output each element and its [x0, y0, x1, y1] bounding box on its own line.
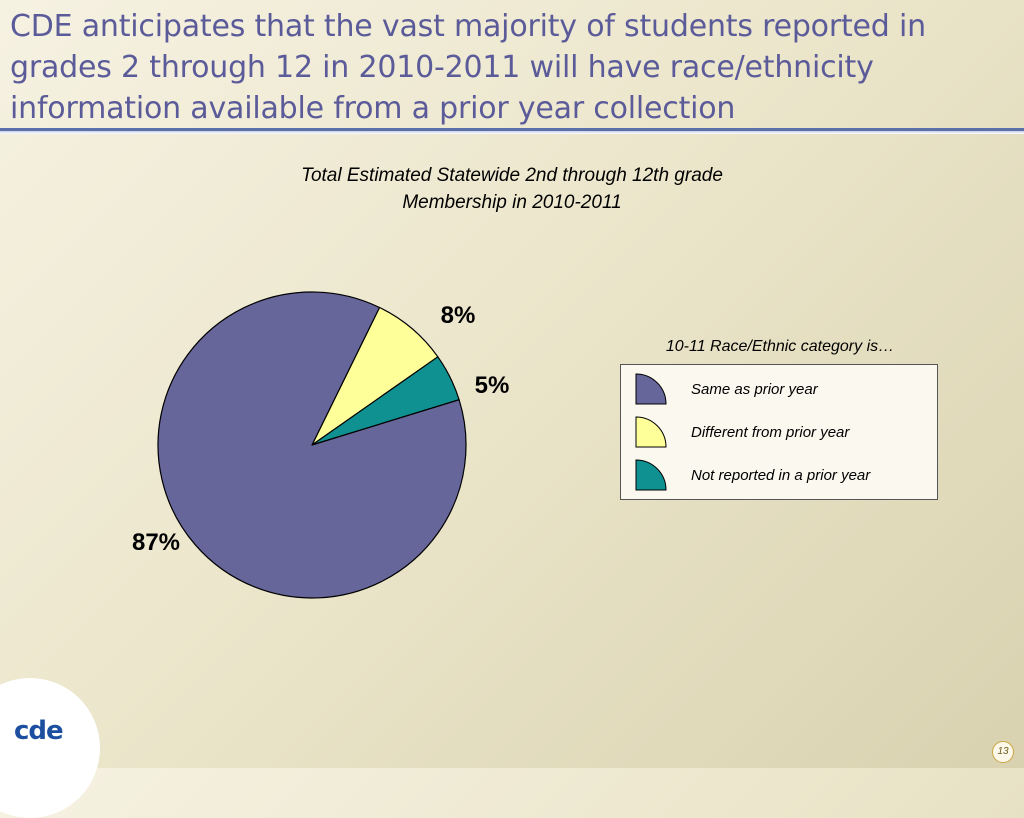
legend-label-same: Same as prior year [691, 381, 818, 398]
legend-label-different: Different from prior year [691, 424, 850, 441]
page-number: 13 [992, 741, 1014, 763]
legend-title: 10-11 Race/Ethnic category is… [665, 338, 895, 355]
pie-slice-same [157, 291, 467, 599]
legend-swatch-different [635, 416, 667, 448]
cde-logo: cde [14, 716, 64, 746]
pie-slices [157, 291, 467, 599]
legend-item-different: Different from prior year [635, 416, 925, 448]
legend-swatch-not-reported [635, 459, 667, 491]
pie-chart: 8% 5% 87% [132, 291, 509, 599]
legend-item-not-reported: Not reported in a prior year [635, 459, 925, 491]
pie-labels: 8% 5% 87% [132, 302, 509, 556]
legend: Same as prior year Different from prior … [620, 364, 938, 500]
legend-item-same: Same as prior year [635, 373, 925, 405]
legend-swatch-same [635, 373, 667, 405]
pie-label-different: 8% [441, 302, 476, 329]
slide-title: CDE anticipates that the vast majority o… [10, 9, 926, 126]
title-divider [0, 128, 1024, 134]
chart-title: Total Estimated Statewide 2nd through 12… [212, 162, 812, 216]
chart-title-line-1: Total Estimated Statewide 2nd through 12… [301, 165, 723, 186]
pie-label-same: 87% [132, 529, 180, 556]
pie-label-not-reported: 5% [475, 372, 510, 399]
chart-title-line-2: Membership in 2010-2011 [402, 192, 622, 213]
legend-label-not-reported: Not reported in a prior year [691, 467, 871, 484]
